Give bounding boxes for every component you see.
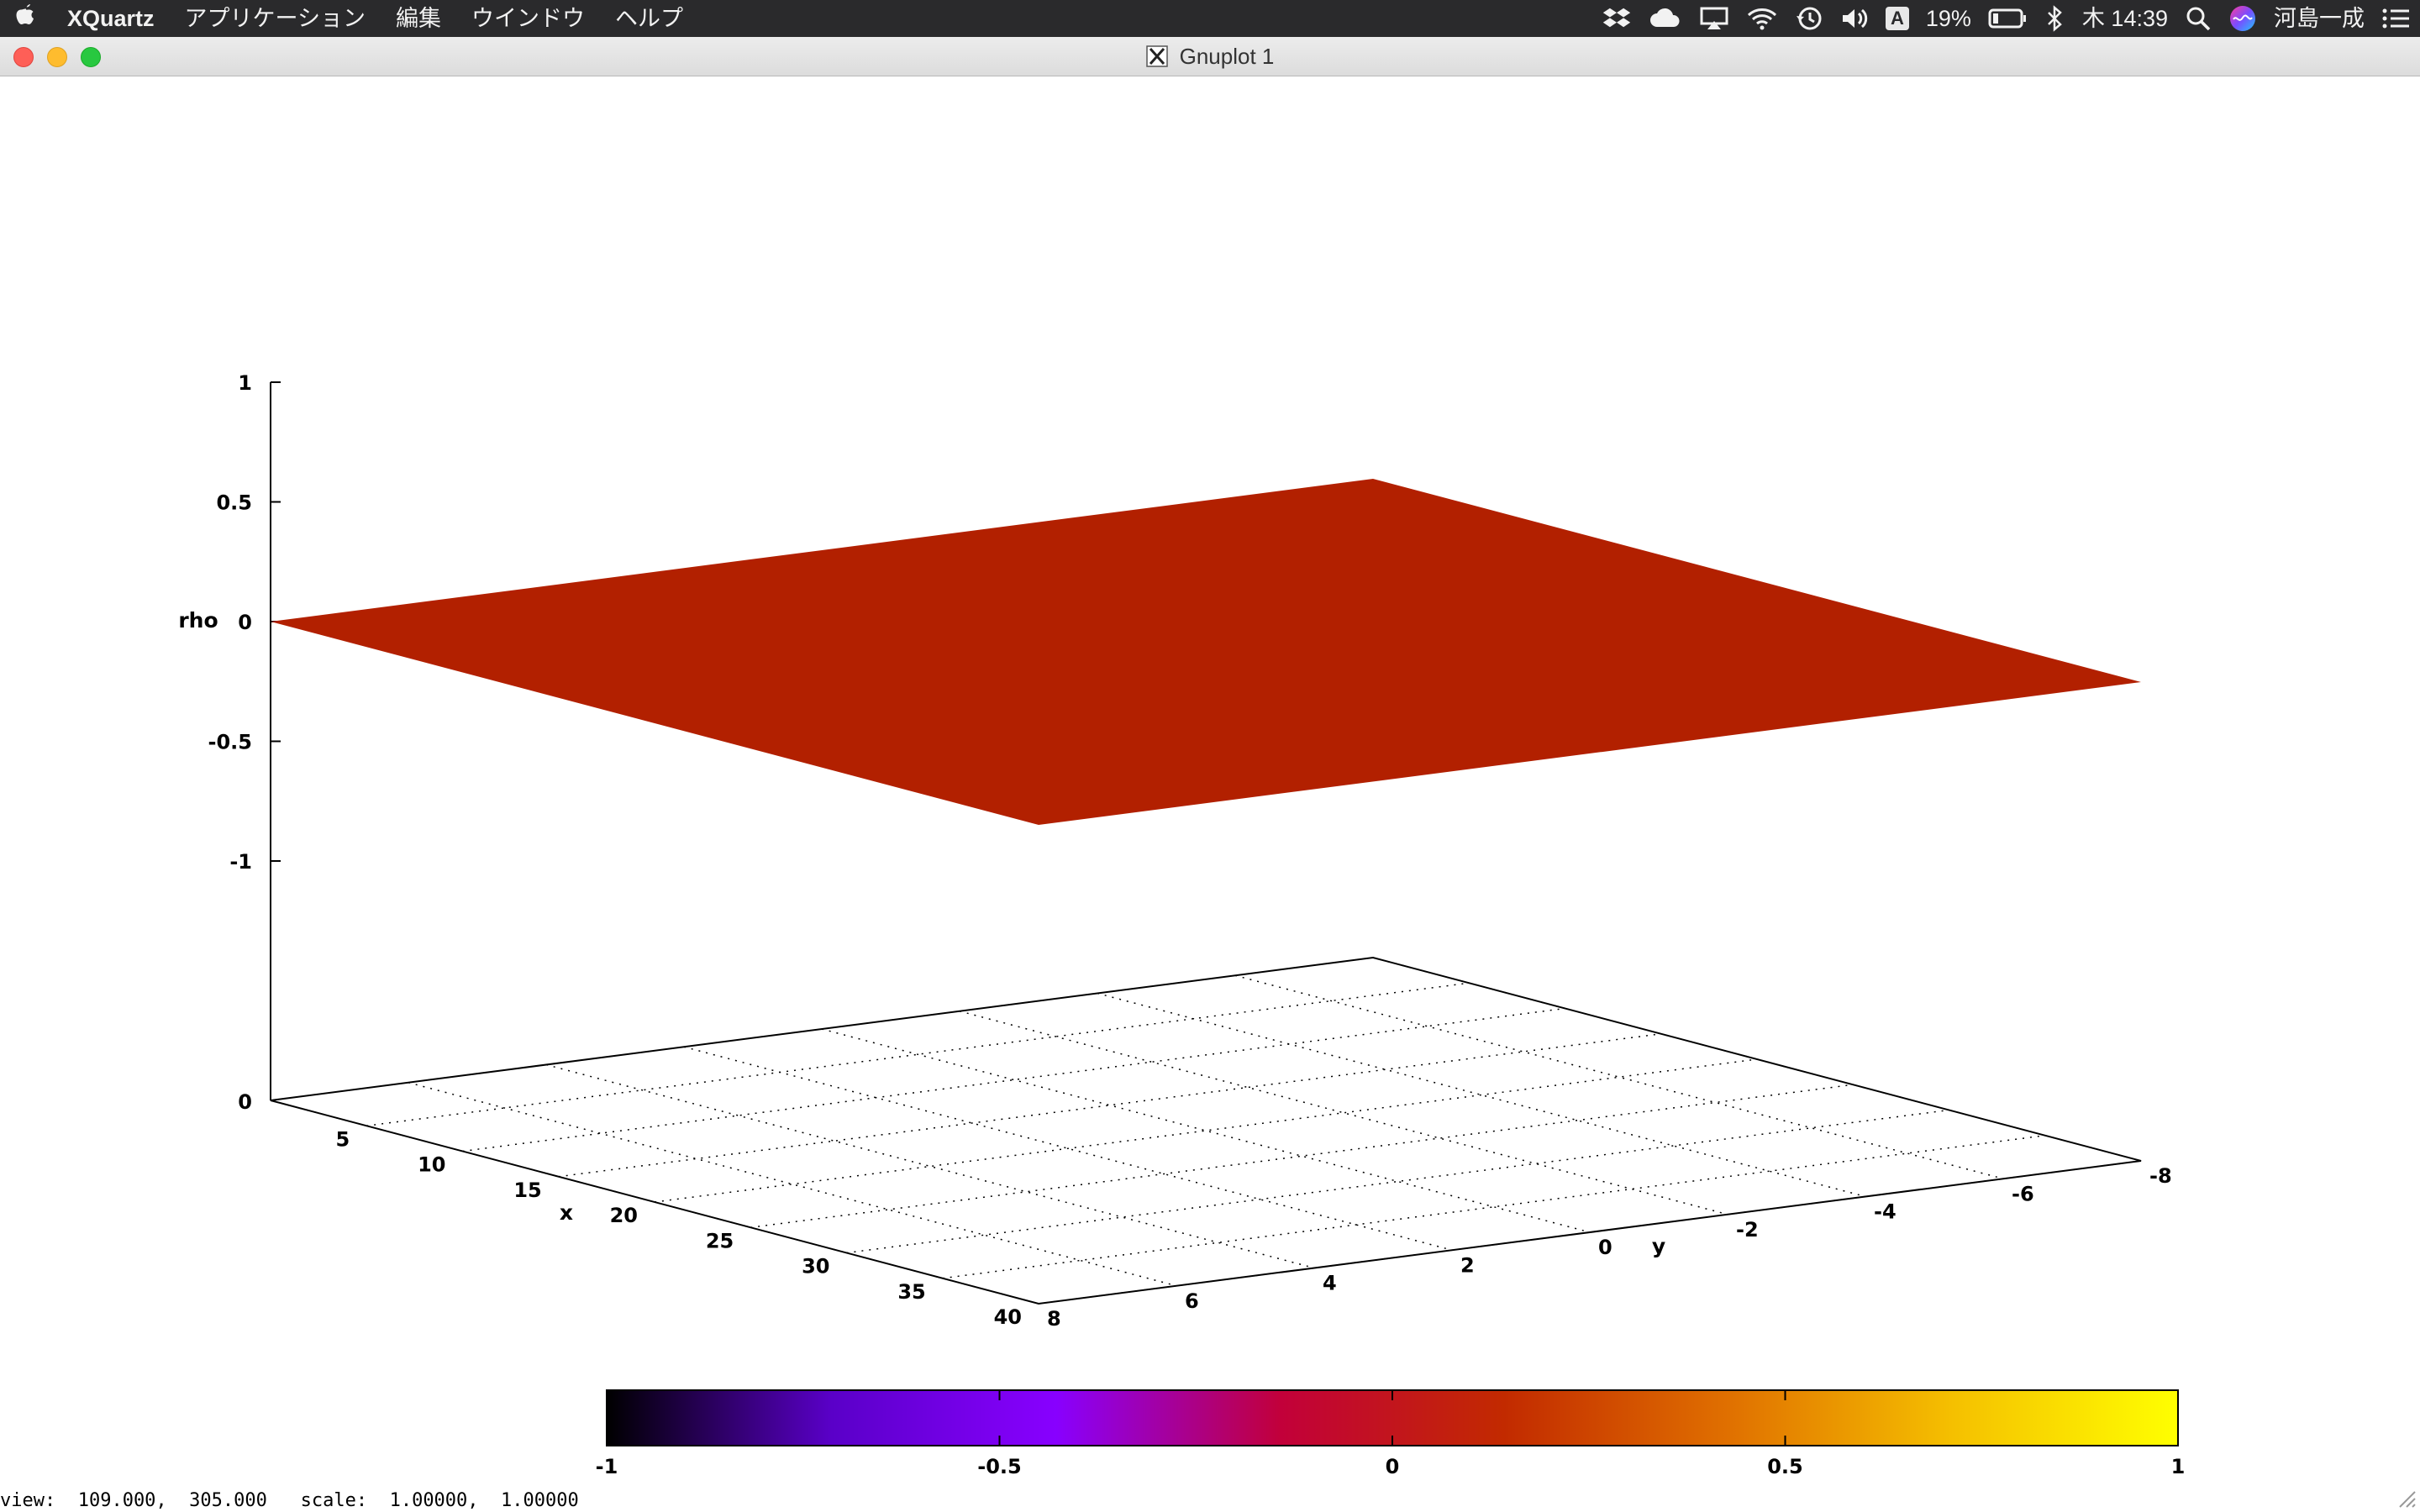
x11-icon xyxy=(1145,45,1168,67)
x-tick-labels: 5 10 15 20 25 30 35 40 xyxy=(336,1127,1022,1329)
grid-line-y xyxy=(821,1028,1591,1233)
menu-help[interactable]: ヘルプ xyxy=(615,6,683,31)
y-tick-label: -6 xyxy=(2012,1182,2034,1205)
y-tick-labels: 8 6 4 2 0 -2 -4 -6 -8 xyxy=(1047,1164,2172,1331)
y-tick-label: -2 xyxy=(1736,1218,1759,1242)
input-source-icon[interactable]: A xyxy=(1877,7,1918,30)
notification-center-icon[interactable] xyxy=(2373,6,2420,31)
y-tick-label: 2 xyxy=(1460,1253,1475,1277)
colorbar-tick-label: -0.5 xyxy=(977,1455,1021,1478)
icloud-icon[interactable] xyxy=(1640,7,1691,30)
grid-line-x xyxy=(462,1007,1565,1152)
clock[interactable]: 木 14:39 xyxy=(2081,6,2168,31)
time-machine-icon[interactable] xyxy=(1786,4,1832,33)
app-menu-xquartz[interactable]: XQuartz xyxy=(67,6,155,31)
grid-line-x xyxy=(654,1058,1758,1203)
z-tick-label: 0.5 xyxy=(216,491,252,515)
x-tick-label: 35 xyxy=(897,1280,925,1304)
minimize-window-button[interactable] xyxy=(47,47,67,67)
x-tick-label: 15 xyxy=(513,1179,541,1202)
apple-menu-icon[interactable] xyxy=(0,0,52,37)
wifi-icon[interactable] xyxy=(1738,6,1786,31)
z-axis-label: rho xyxy=(178,608,218,633)
siri-icon[interactable] xyxy=(2220,4,2265,33)
grid-line-y xyxy=(1097,992,1866,1198)
x-tick-label: 20 xyxy=(610,1204,638,1227)
z-tick-label: 0 xyxy=(238,611,252,634)
base-grid xyxy=(270,957,2142,1305)
menu-window[interactable]: ウインドウ xyxy=(471,6,585,31)
grid-line-x xyxy=(750,1084,1854,1228)
colorbar-ticks: -1 -0.5 0 0.5 1 xyxy=(596,1390,2186,1478)
grid-line-y xyxy=(545,1063,1315,1269)
x-tick-label: 10 xyxy=(418,1153,445,1177)
y-tick-label: -8 xyxy=(2149,1164,2172,1188)
close-window-button[interactable] xyxy=(13,47,34,67)
menu-bar: XQuartz アプリケーション 編集 ウインドウ ヘルプ A 19% xyxy=(0,0,2420,37)
z-tick-label: -1 xyxy=(229,850,252,874)
z-tick-label: 1 xyxy=(238,371,252,395)
y-tick-label: 0 xyxy=(1598,1236,1612,1259)
status-line: view: 109.000, 305.000 scale: 1.00000, 1… xyxy=(0,1490,579,1511)
menu-applications[interactable]: アプリケーション xyxy=(184,6,366,31)
x-axis-label: x xyxy=(560,1200,573,1225)
menu-edit[interactable]: 編集 xyxy=(396,6,441,31)
z-tick-label: -0.5 xyxy=(208,731,252,754)
grid-line-x xyxy=(846,1109,1949,1254)
grid-line-y xyxy=(959,1011,1728,1215)
y-axis-label: y xyxy=(1652,1234,1665,1258)
zoom-window-button[interactable] xyxy=(81,47,101,67)
x-tick-label: 30 xyxy=(802,1255,829,1278)
input-source-badge: A xyxy=(1885,7,1909,30)
battery-percent[interactable]: 19% xyxy=(1925,6,1971,31)
colorbar-tick-label: -1 xyxy=(596,1455,618,1478)
y-tick-label: 4 xyxy=(1323,1272,1337,1295)
grid-line-y xyxy=(1234,974,2004,1179)
y-tick-label: 8 xyxy=(1047,1307,1061,1331)
surface-plane xyxy=(271,479,2141,825)
y-tick-label: -4 xyxy=(1874,1200,1897,1224)
x-tick-label: 25 xyxy=(706,1229,734,1252)
user-name[interactable]: 河島一成 xyxy=(2274,6,2365,31)
window-title-bar[interactable]: Gnuplot 1 xyxy=(0,37,2420,76)
y-tick-label: 6 xyxy=(1185,1289,1199,1313)
colorbar-tick-label: 0 xyxy=(1386,1455,1400,1478)
window-title: Gnuplot 1 xyxy=(1179,43,1275,69)
battery-icon[interactable] xyxy=(1980,8,2035,29)
x-tick-label: 5 xyxy=(336,1127,350,1151)
bluetooth-icon[interactable] xyxy=(2035,5,2074,32)
resize-grip-icon[interactable] xyxy=(2395,1487,2417,1509)
colorbar-tick-label: 0.5 xyxy=(1767,1455,1803,1478)
x-tick-label: 40 xyxy=(994,1305,1022,1329)
spotlight-search-icon[interactable] xyxy=(2176,5,2220,32)
base-z-tick-label: 0 xyxy=(238,1090,252,1114)
airplay-icon[interactable] xyxy=(1691,6,1738,31)
z-tick-labels: 1 0.5 0 -0.5 -1 xyxy=(208,371,252,874)
base-frame xyxy=(270,956,2142,1305)
volume-icon[interactable] xyxy=(1832,6,1877,31)
colorbar-tick-label: 1 xyxy=(2171,1455,2186,1478)
grid-line-x xyxy=(558,1033,1661,1178)
dropbox-icon[interactable] xyxy=(1593,6,1640,31)
